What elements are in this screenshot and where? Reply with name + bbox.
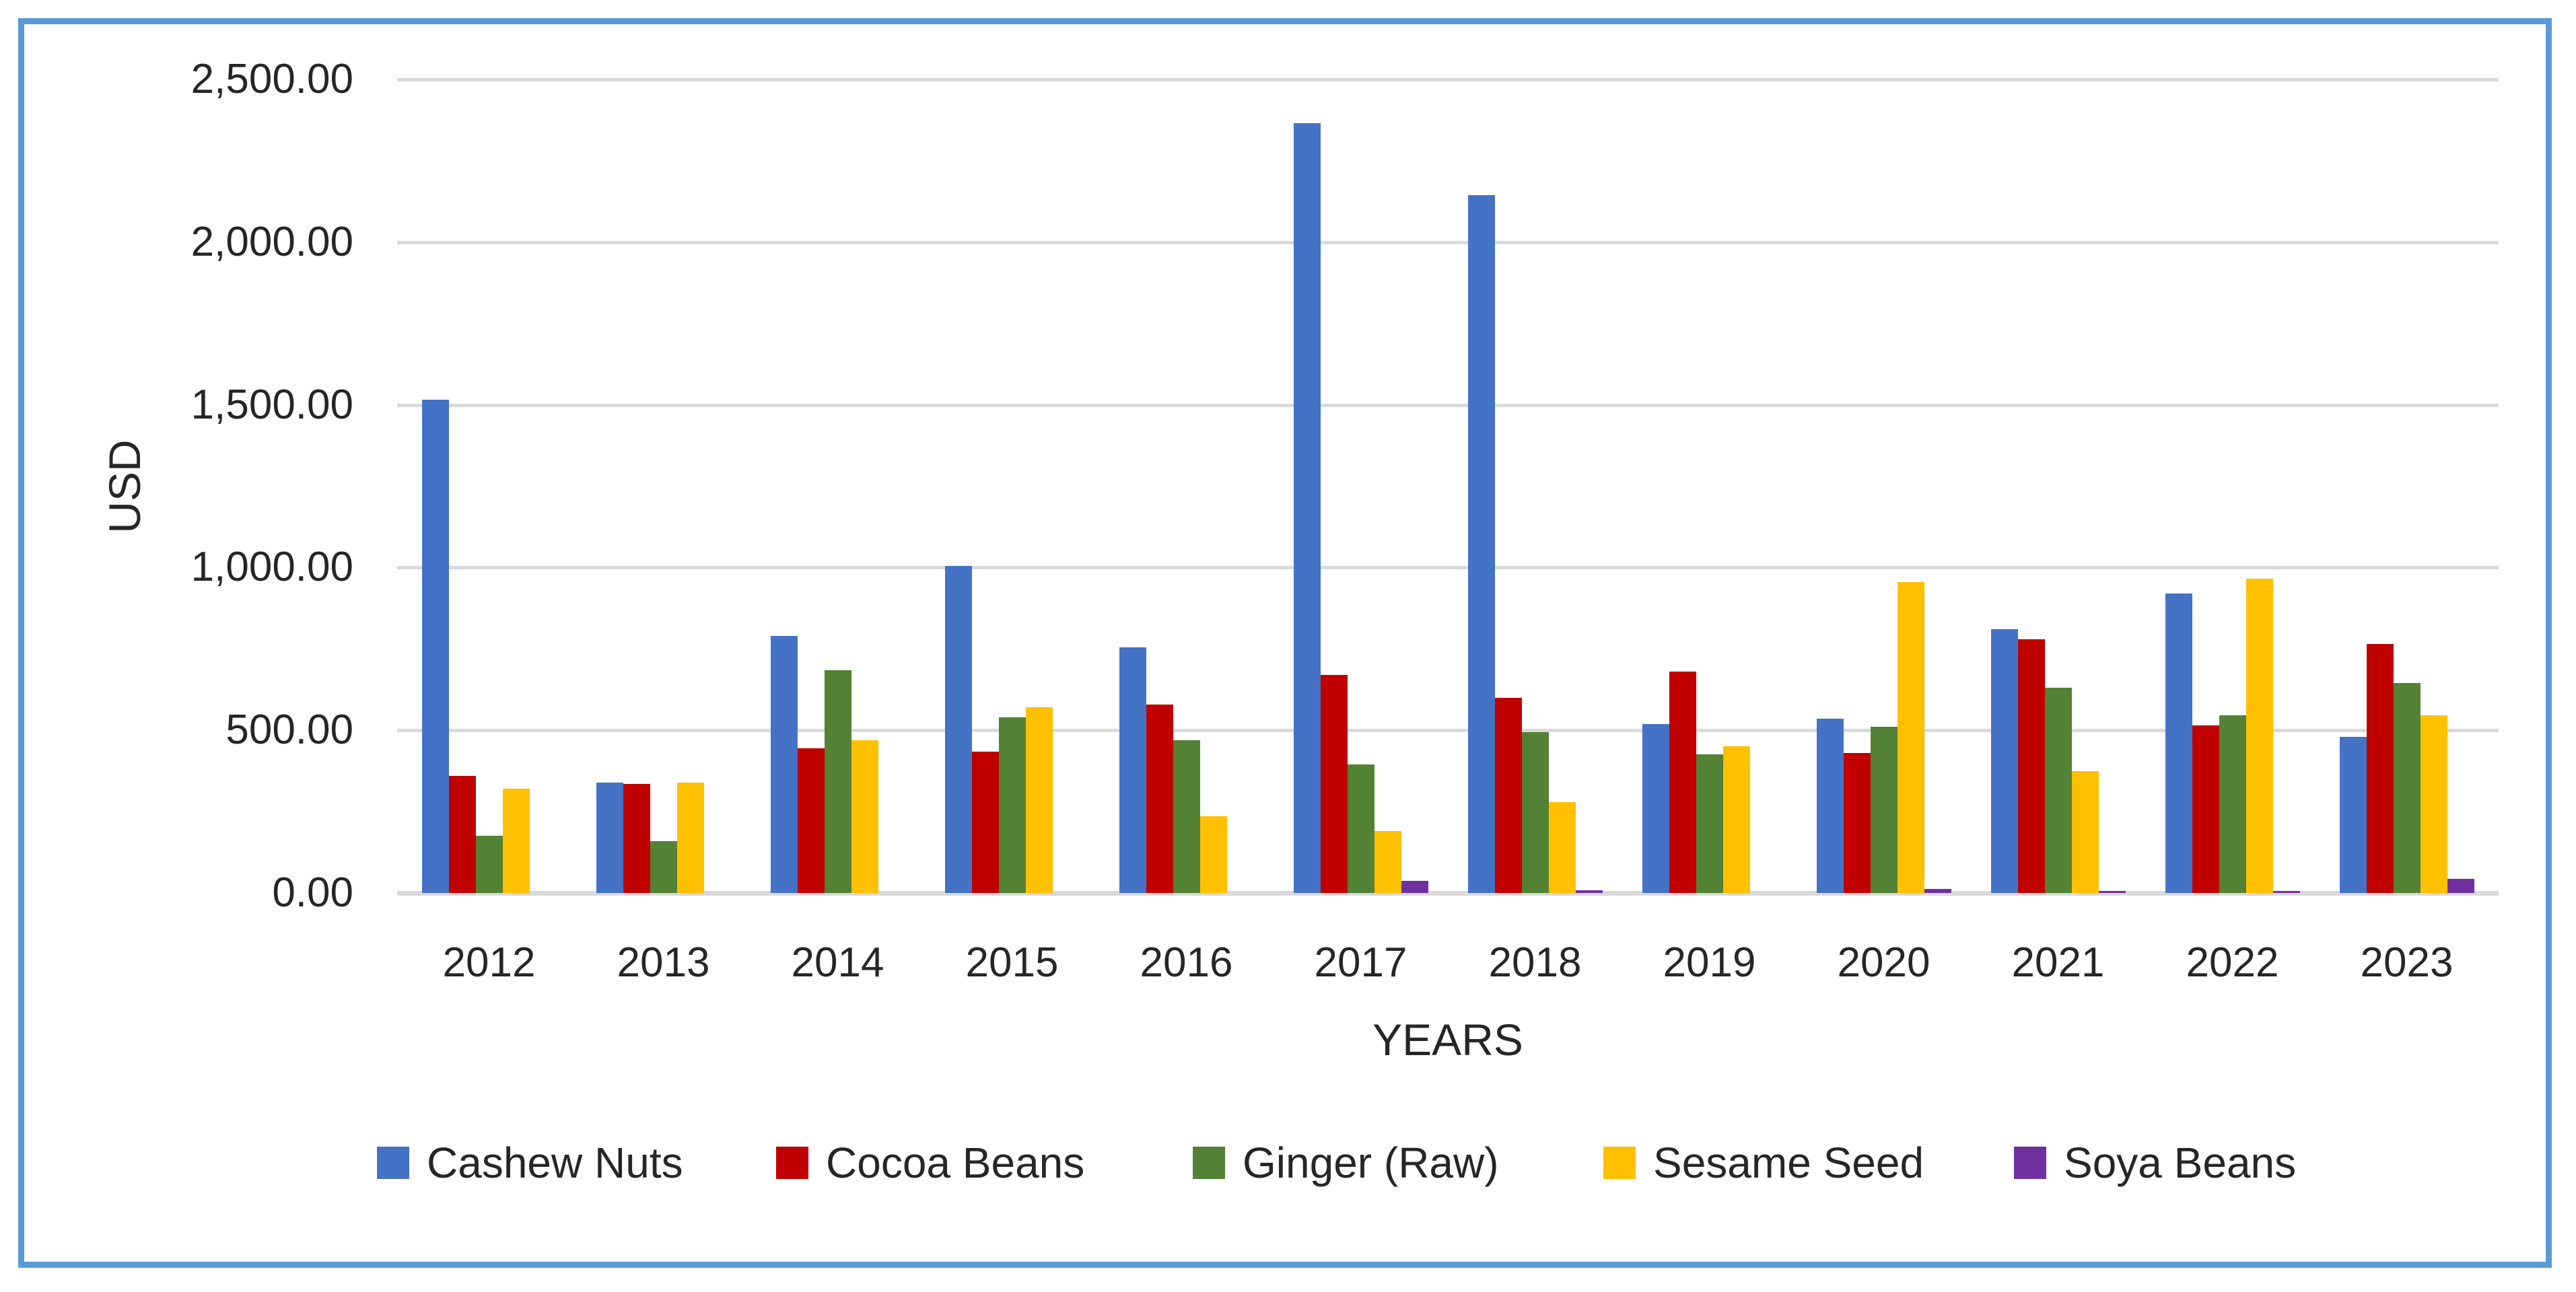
- bar-ginger-raw-2016: [1173, 740, 1200, 893]
- bar-cocoa-beans-2017: [1320, 674, 1348, 893]
- bar-ginger-raw-2017: [1347, 764, 1374, 893]
- bar-sesame-seed-2012: [502, 789, 530, 893]
- gridline-0: [397, 891, 2499, 896]
- bar-soya-beans-2023: [2447, 879, 2474, 893]
- gridline-2000: [397, 240, 2499, 244]
- bar-cocoa-beans-2023: [2366, 644, 2394, 893]
- bar-sesame-seed-2020: [1897, 582, 1924, 893]
- bar-ginger-raw-2018: [1521, 731, 1549, 893]
- bar-sesame-seed-2021: [2071, 770, 2099, 893]
- bar-cocoa-beans-2019: [1669, 672, 1696, 893]
- y-tick-label: 1,000.00: [190, 544, 353, 591]
- bar-cashew-nuts-2019: [1642, 723, 1669, 893]
- gridline-1000: [397, 566, 2499, 570]
- x-tick-label-2018: 2018: [1488, 939, 1582, 986]
- legend: Cashew Nuts Cocoa Beans Ginger (Raw) Sesame…: [0, 1136, 2576, 1196]
- gridline-500: [397, 729, 2499, 733]
- legend-swatch-icon: [1603, 1147, 1636, 1179]
- bar-sesame-seed-2015: [1025, 707, 1053, 893]
- x-tick-label-2017: 2017: [1314, 939, 1407, 986]
- bar-cocoa-beans-2022: [2192, 725, 2219, 893]
- bar-cocoa-beans-2013: [623, 783, 650, 893]
- legend-label: Sesame Seed: [1653, 1139, 1924, 1187]
- bar-ginger-raw-2022: [2219, 715, 2246, 893]
- gridline-2500: [397, 78, 2499, 81]
- legend-item-ginger-raw: Ginger (Raw): [1193, 1136, 1499, 1190]
- legend-item-sesame-seed: Sesame Seed: [1603, 1136, 1924, 1190]
- bar-cashew-nuts-2017: [1293, 123, 1321, 893]
- y-tick-label: 1,500.00: [190, 381, 353, 428]
- bar-ginger-raw-2021: [2044, 688, 2072, 893]
- x-tick-label-2013: 2013: [617, 939, 710, 986]
- x-tick-label-2020: 2020: [1837, 939, 1930, 986]
- bar-ginger-raw-2012: [475, 836, 503, 893]
- legend-label: Cocoa Beans: [826, 1139, 1085, 1187]
- bar-soya-beans-2021: [2098, 891, 2126, 893]
- bar-sesame-seed-2016: [1199, 816, 1227, 893]
- legend-swatch-icon: [2014, 1147, 2046, 1179]
- bar-cocoa-beans-2021: [2017, 639, 2045, 893]
- legend-swatch-icon: [1193, 1147, 1225, 1179]
- bar-sesame-seed-2022: [2246, 579, 2273, 893]
- y-tick-label: 2,000.00: [190, 218, 353, 265]
- bar-ginger-raw-2014: [824, 670, 851, 893]
- legend-label: Ginger (Raw): [1243, 1139, 1499, 1187]
- y-tick-label: 500.00: [225, 707, 353, 754]
- bar-cashew-nuts-2021: [1990, 629, 2018, 893]
- bar-soya-beans-2022: [2272, 891, 2300, 893]
- legend-swatch-icon: [776, 1147, 808, 1179]
- bar-cocoa-beans-2014: [797, 748, 825, 893]
- bar-cocoa-beans-2018: [1494, 697, 1522, 893]
- bar-cashew-nuts-2013: [596, 782, 623, 893]
- bar-sesame-seed-2013: [676, 782, 704, 893]
- y-tick-label: 2,500.00: [190, 56, 353, 102]
- bar-soya-beans-2018: [1575, 890, 1603, 893]
- bar-ginger-raw-2019: [1696, 754, 1723, 893]
- bar-cashew-nuts-2014: [770, 635, 798, 893]
- legend-item-cashew-nuts: Cashew Nuts: [377, 1136, 683, 1190]
- bar-ginger-raw-2015: [998, 717, 1026, 893]
- bar-cashew-nuts-2015: [944, 565, 972, 893]
- bar-soya-beans-2017: [1401, 880, 1428, 893]
- bar-sesame-seed-2014: [851, 740, 878, 893]
- x-tick-label-2019: 2019: [1663, 939, 1756, 986]
- x-tick-label-2015: 2015: [965, 939, 1059, 986]
- bar-cashew-nuts-2023: [2339, 736, 2367, 893]
- y-axis-title: USD: [100, 439, 149, 534]
- bar-soya-beans-2020: [1924, 889, 1951, 893]
- bar-sesame-seed-2017: [1374, 831, 1401, 893]
- bar-cashew-nuts-2022: [2165, 594, 2192, 893]
- x-tick-label-2014: 2014: [791, 939, 884, 986]
- legend-label: Soya Beans: [2064, 1139, 2297, 1187]
- x-tick-label-2016: 2016: [1140, 939, 1233, 986]
- legend-label: Cashew Nuts: [427, 1139, 683, 1187]
- gridline-1500: [397, 403, 2499, 407]
- bar-sesame-seed-2023: [2420, 715, 2447, 893]
- x-tick-label-2023: 2023: [2360, 939, 2453, 986]
- bar-cashew-nuts-2020: [1816, 719, 1844, 893]
- bar-sesame-seed-2018: [1548, 801, 1576, 893]
- legend-item-cocoa-beans: Cocoa Beans: [776, 1136, 1084, 1190]
- legend-swatch-icon: [377, 1147, 409, 1179]
- bar-ginger-raw-2020: [1870, 727, 1898, 893]
- bar-cashew-nuts-2018: [1467, 194, 1495, 893]
- bar-cocoa-beans-2016: [1146, 704, 1173, 893]
- bar-cocoa-beans-2012: [448, 775, 476, 893]
- legend-item-soya-beans: Soya Beans: [2014, 1136, 2296, 1190]
- x-tick-label-2022: 2022: [2186, 939, 2279, 986]
- bar-cashew-nuts-2012: [421, 400, 449, 893]
- x-tick-label-2021: 2021: [2011, 939, 2105, 986]
- bar-cocoa-beans-2020: [1843, 753, 1871, 893]
- y-tick-label: 0.00: [272, 869, 353, 916]
- bar-cashew-nuts-2016: [1119, 647, 1146, 893]
- x-tick-label-2012: 2012: [442, 939, 536, 986]
- bar-ginger-raw-2013: [650, 840, 677, 893]
- bar-ginger-raw-2023: [2393, 683, 2421, 893]
- bar-cocoa-beans-2015: [971, 751, 999, 893]
- x-axis-title: YEARS: [1372, 1015, 1523, 1065]
- bar-sesame-seed-2019: [1722, 746, 1750, 893]
